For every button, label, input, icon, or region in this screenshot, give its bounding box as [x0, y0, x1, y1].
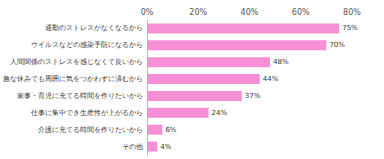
svg-text:60%: 60%	[292, 8, 310, 17]
svg-text:75%: 75%	[342, 24, 358, 32]
svg-text:仕事に集中でき生産性が上がるから: 仕事に集中でき生産性が上がるから	[30, 109, 143, 117]
svg-text:その他: その他	[122, 143, 143, 151]
svg-text:40%: 40%	[241, 8, 259, 17]
svg-text:6%: 6%	[165, 126, 176, 134]
svg-text:37%: 37%	[245, 92, 261, 100]
svg-text:24%: 24%	[212, 109, 228, 117]
svg-text:20%: 20%	[189, 8, 207, 17]
svg-text:介護に充てる時間を作りたいから: 介護に充てる時間を作りたいから	[38, 126, 143, 134]
svg-text:急な休みでも周囲に気をつかわずに済むから: 急な休みでも周囲に気をつかわずに済むから	[2, 75, 143, 83]
svg-text:ウイルスなどの感染予防になるから: ウイルスなどの感染予防になるから	[31, 41, 143, 49]
svg-text:70%: 70%	[329, 41, 345, 49]
svg-text:家事・育児に充てる時間を作りたいから: 家事・育児に充てる時間を作りたいから	[17, 91, 143, 100]
svg-text:4%: 4%	[160, 143, 171, 151]
svg-text:48%: 48%	[273, 58, 289, 66]
svg-text:0%: 0%	[141, 8, 154, 17]
svg-text:通勤のストレスがなくなるから: 通勤のストレスがなくなるから	[45, 24, 143, 32]
svg-text:80%: 80%	[343, 8, 361, 17]
svg-text:44%: 44%	[263, 75, 279, 83]
svg-text:人間関係のストレスを感じなくて良いから: 人間関係のストレスを感じなくて良いから	[10, 58, 143, 66]
